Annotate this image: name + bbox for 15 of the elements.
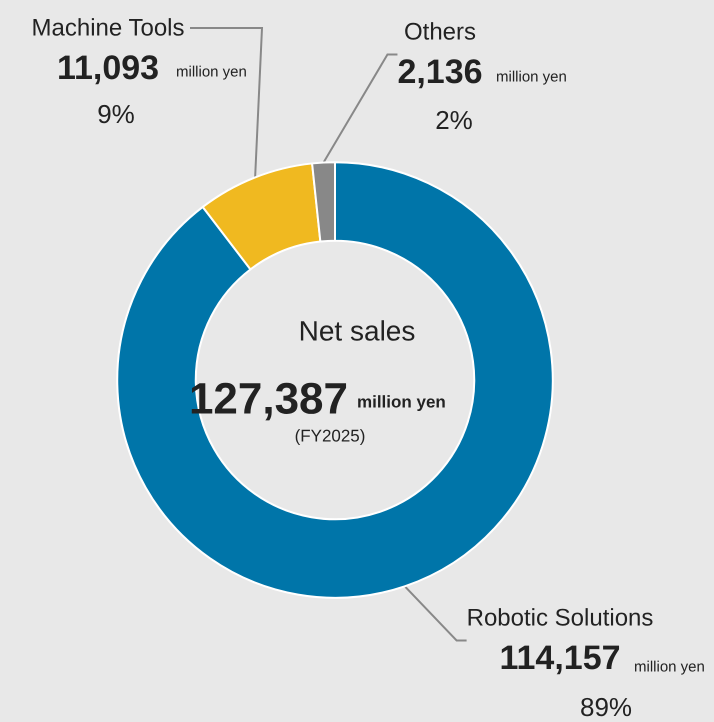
- text: million yen: [496, 68, 567, 86]
- text: million yen: [176, 64, 247, 80]
- text: 9%: [97, 99, 135, 129]
- slice-label: Others: [404, 18, 476, 46]
- text: million yen: [357, 392, 446, 412]
- text: 2%: [435, 105, 473, 135]
- text: (FY2025): [294, 426, 366, 446]
- data-label: 2,136: [397, 53, 483, 91]
- data-label: 11,093: [56, 49, 160, 87]
- text: Net sales: [298, 316, 416, 346]
- slice-label: Machine Tools: [32, 14, 184, 42]
- text: million yen: [634, 658, 705, 676]
- text: 89%: [580, 692, 632, 722]
- slice-label: Robotic Solutions: [466, 604, 654, 632]
- data-label: 114,157: [499, 639, 621, 677]
